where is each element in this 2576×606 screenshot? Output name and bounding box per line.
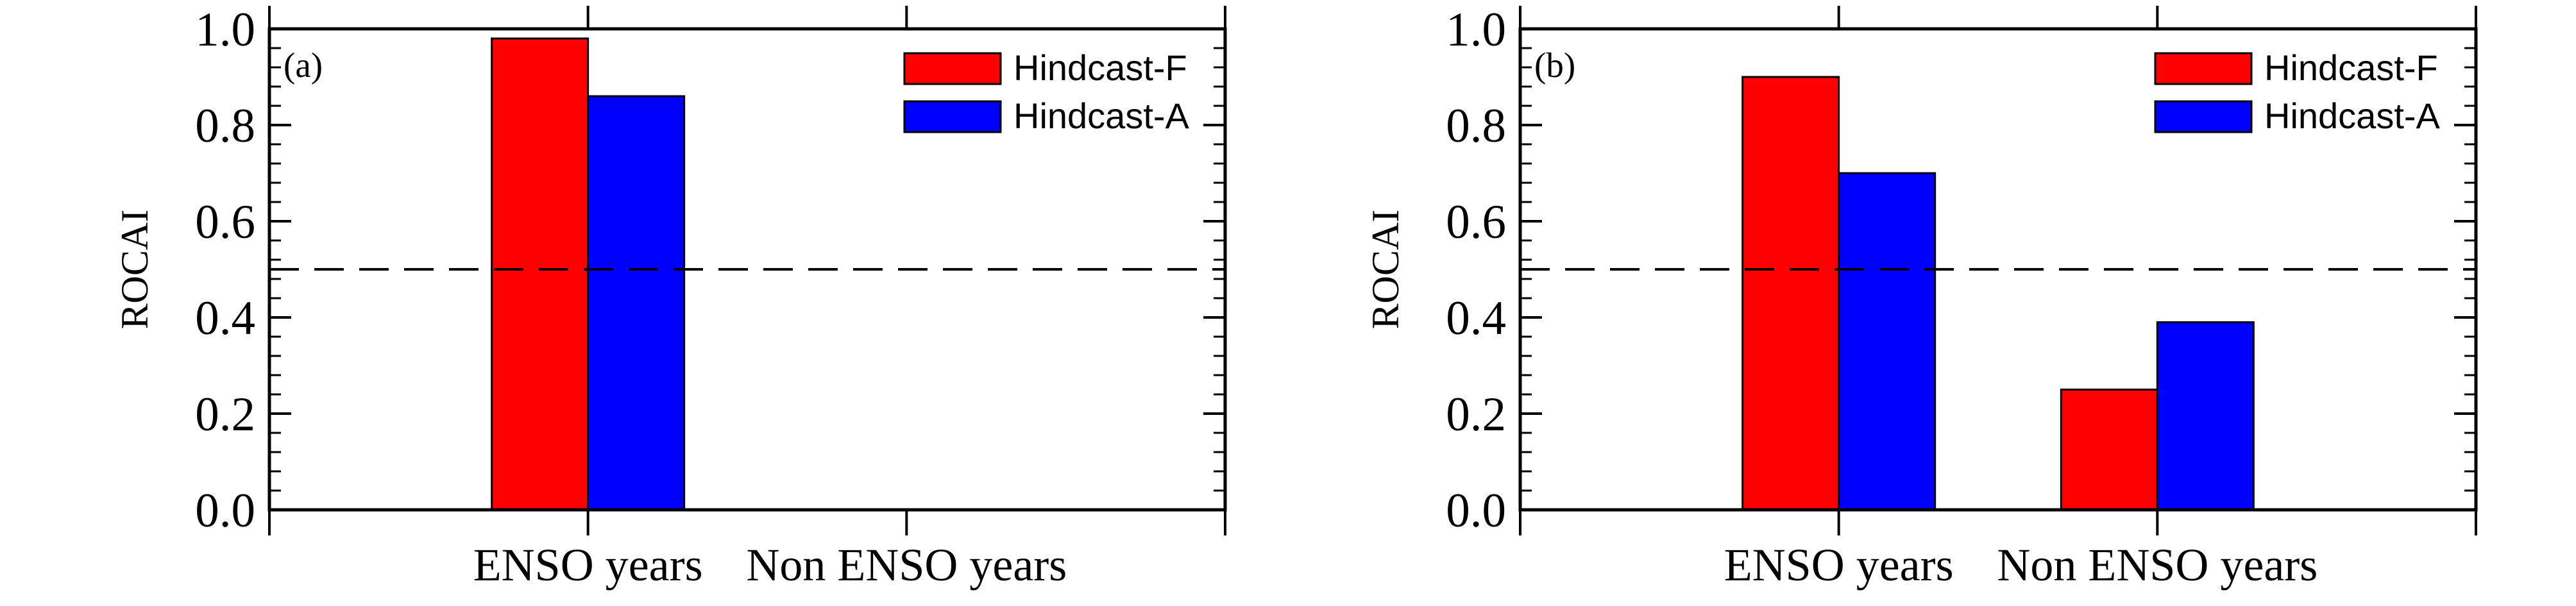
y-tick-label: 0.2	[1446, 388, 1506, 441]
y-tick-label: 0.8	[1446, 99, 1506, 153]
legend-swatch	[2154, 100, 2253, 133]
y-tick-label: 0.8	[195, 99, 255, 153]
y-tick-label: 0.4	[195, 292, 255, 345]
legend-label: Hindcast-F	[2264, 47, 2438, 88]
panel-label: (b)	[1534, 46, 1575, 85]
y-tick-label: 0.0	[1446, 484, 1506, 537]
y-tick-label: 0.2	[195, 388, 255, 441]
y-tick-label: 0.0	[195, 484, 255, 537]
legend: Hindcast-F Hindcast-A	[903, 47, 1190, 136]
legend-swatch	[903, 100, 1002, 133]
y-tick-label: 0.6	[1446, 196, 1506, 249]
panel-a: 0.0 0.2 0.4 0.6 0.8 1.0 ENSO years Non ENSO yea…	[114, 3, 1227, 591]
bar-hindcast-a-non-enso-years	[2156, 321, 2255, 511]
panel-b: 0.0 0.2 0.4 0.6 0.8 1.0 ENSO years Non ENSO yea…	[1364, 3, 2478, 591]
legend-swatch	[2154, 52, 2253, 85]
y-tick-label: 1.0	[1446, 3, 1506, 56]
plot-frame	[1518, 27, 2478, 512]
y-tick-label: 0.6	[195, 196, 255, 249]
x-category-label: ENSO years	[1724, 539, 1954, 591]
legend-swatch	[903, 52, 1002, 85]
panel-label: (a)	[284, 46, 323, 85]
y-axis-label: ROCAI	[114, 210, 156, 330]
bar-hindcast-f-enso-years	[1741, 76, 1840, 511]
legend-label: Hindcast-A	[2264, 96, 2441, 136]
x-category-label: Non ENSO years	[1997, 539, 2318, 591]
x-category-label: ENSO years	[473, 539, 703, 591]
y-tick-label: 0.4	[1446, 292, 1506, 345]
plot-frame	[267, 27, 1227, 512]
bar-hindcast-f-enso-years	[491, 37, 589, 511]
y-axis-label: ROCAI	[1364, 210, 1407, 330]
legend-label: Hindcast-A	[1013, 96, 1190, 136]
legend-label: Hindcast-F	[1013, 47, 1187, 88]
y-tick-label: 1.0	[195, 3, 255, 56]
bar-hindcast-a-enso-years	[587, 95, 686, 511]
bar-hindcast-a-enso-years	[1838, 172, 1936, 511]
bar-hindcast-f-non-enso-years	[2060, 389, 2158, 511]
legend: Hindcast-F Hindcast-A	[2154, 47, 2441, 136]
x-category-label: Non ENSO years	[746, 539, 1067, 591]
